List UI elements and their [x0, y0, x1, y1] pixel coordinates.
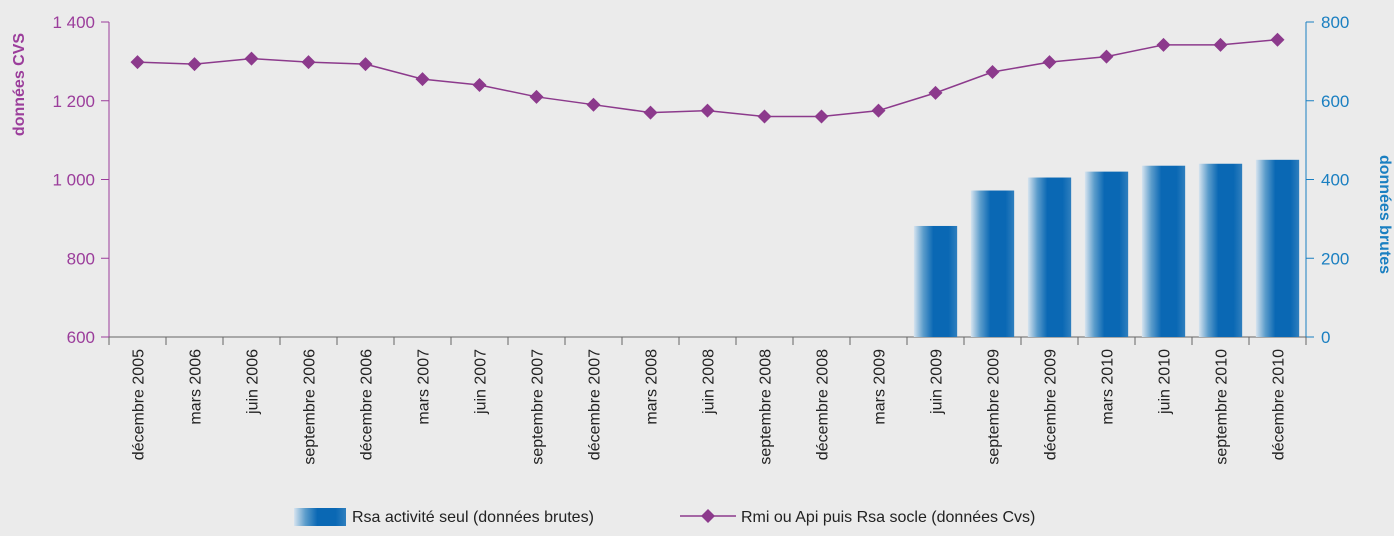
right-axis-tick-label: 800	[1321, 13, 1349, 32]
bar	[1084, 171, 1129, 337]
bar	[970, 190, 1015, 337]
bar-series	[913, 159, 1300, 337]
x-axis-tick-label: septembre 2008	[758, 349, 775, 465]
data-point	[586, 97, 601, 112]
x-axis-tick-label: mars 2007	[416, 349, 433, 425]
data-point	[1042, 55, 1057, 70]
legend-marker	[701, 509, 715, 523]
x-axis-tick-label: juin 2010	[1157, 349, 1174, 415]
bar	[913, 225, 958, 337]
data-point	[529, 89, 544, 104]
x-axis-tick-label: septembre 2009	[986, 349, 1003, 465]
x-axis-tick-label: juin 2007	[473, 349, 490, 415]
right-axis-tick-label: 400	[1321, 171, 1349, 190]
left-axis-tick-label: 600	[67, 328, 95, 347]
right-axis-label: données brutes	[1376, 155, 1393, 274]
left-axis-tick-label: 1 200	[52, 92, 95, 111]
data-point	[643, 105, 658, 120]
bar	[1198, 163, 1243, 337]
left-axis-tick-label: 1 000	[52, 171, 95, 190]
axes-group	[101, 21, 1314, 345]
data-point	[130, 55, 145, 70]
legend: Rsa activité seul (données brutes) Rmi ou…	[294, 508, 1035, 526]
x-axis-tick-label: décembre 2009	[1043, 349, 1060, 460]
right-axis-tick-label: 600	[1321, 92, 1349, 111]
x-axis-tick-label: juin 2009	[929, 349, 946, 415]
x-axis-tick-label: mars 2010	[1100, 349, 1117, 425]
x-axis-tick-label: décembre 2010	[1271, 349, 1288, 460]
data-point	[244, 51, 259, 66]
data-point	[871, 103, 886, 118]
data-point	[700, 103, 715, 118]
x-axis-tick-label: septembre 2010	[1214, 349, 1231, 465]
data-point	[1156, 37, 1171, 52]
data-point	[985, 65, 1000, 80]
data-point	[472, 78, 487, 92]
legend-label-line: Rmi ou Api puis Rsa socle (données Cvs)	[741, 509, 1035, 526]
tick-labels: 600 800 1 000 1 200 1 400 données CVS 0 200 400 6…	[11, 13, 1393, 465]
left-axis-label: données CVS	[11, 33, 28, 136]
data-point	[757, 109, 772, 124]
x-axis-tick-label: septembre 2006	[302, 349, 319, 465]
line-series	[130, 32, 1285, 124]
data-point	[1270, 32, 1285, 47]
bar	[1027, 177, 1072, 337]
data-point	[415, 72, 430, 87]
legend-swatch-bar	[294, 508, 346, 526]
bar	[1255, 159, 1300, 337]
data-point	[187, 57, 202, 72]
data-point	[1213, 37, 1228, 52]
x-axis-tick-label: juin 2006	[245, 349, 262, 415]
data-point	[358, 57, 373, 72]
data-point	[301, 55, 316, 70]
data-point	[928, 85, 943, 100]
legend-label-bar: Rsa activité seul (données brutes)	[352, 509, 594, 526]
x-axis-tick-label: mars 2008	[644, 349, 661, 425]
x-axis-tick-label: juin 2008	[701, 349, 718, 415]
right-axis-tick-label: 200	[1321, 249, 1349, 268]
left-axis-tick-label: 1 400	[52, 13, 95, 32]
data-point	[1099, 49, 1114, 64]
left-axis-tick-label: 800	[67, 249, 95, 268]
x-axis-tick-label: septembre 2007	[530, 349, 547, 465]
bar	[1141, 165, 1186, 337]
data-point	[814, 109, 829, 124]
x-axis-tick-label: décembre 2006	[359, 349, 376, 460]
x-axis-tick-label: décembre 2008	[815, 349, 832, 460]
x-axis-tick-label: décembre 2007	[587, 349, 604, 460]
right-axis-tick-label: 0	[1321, 328, 1330, 347]
x-axis-tick-label: décembre 2005	[131, 349, 148, 460]
x-axis-tick-label: mars 2009	[872, 349, 889, 425]
x-axis-tick-label: mars 2006	[188, 349, 205, 425]
